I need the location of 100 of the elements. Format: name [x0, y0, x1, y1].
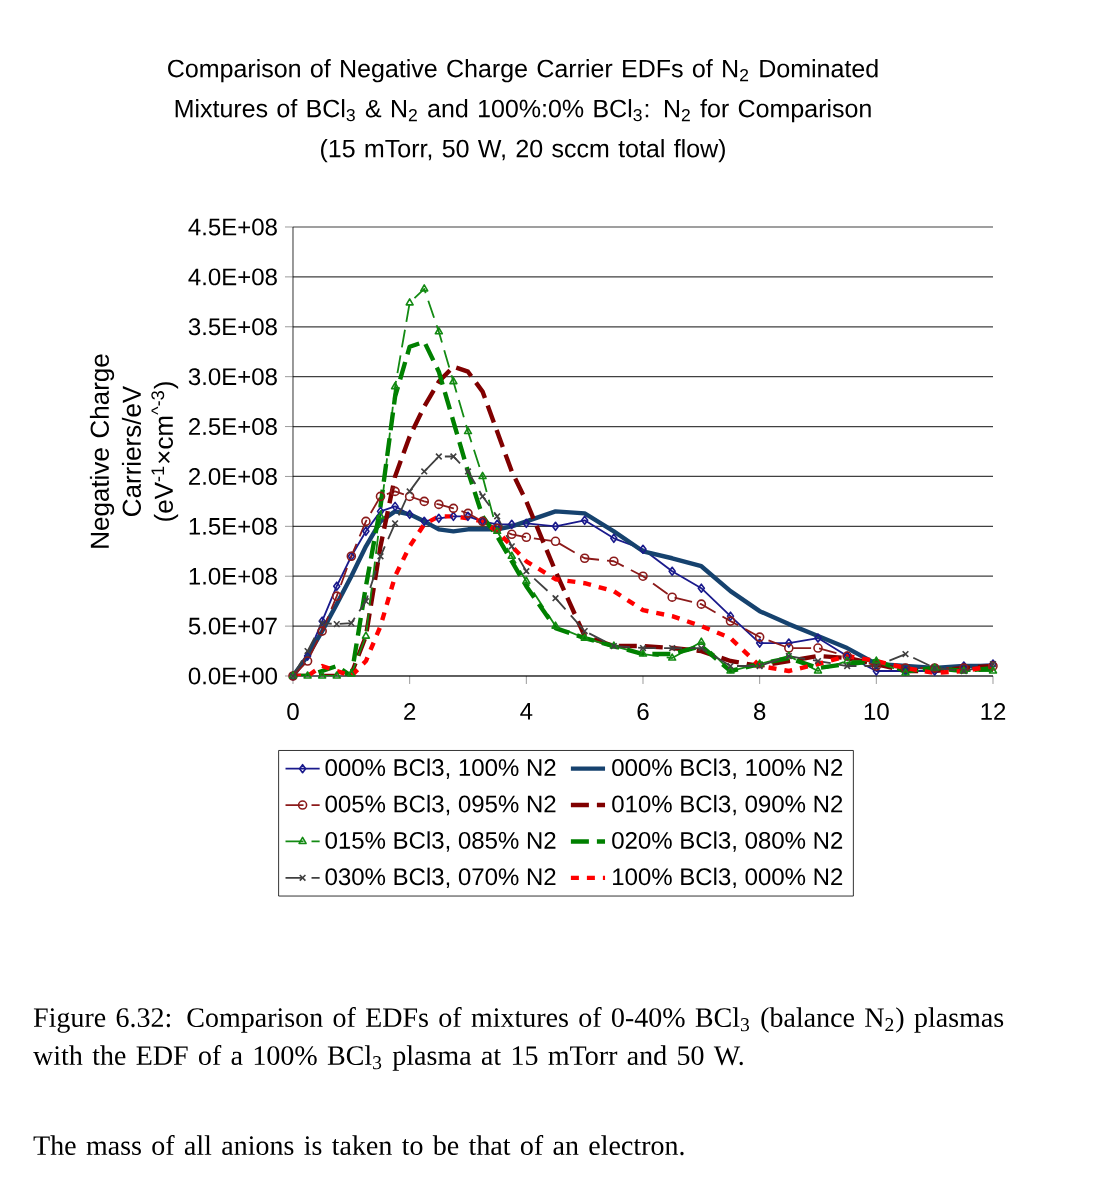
point	[638, 649, 648, 657]
point	[347, 669, 356, 677]
point	[303, 651, 312, 661]
point	[420, 516, 429, 527]
point	[784, 643, 794, 653]
text: Figure 6.32: Comparison of EDFs of mixtures of 0-40% BCl$_{3}$ (balance N$_{2}$) plasmas with the EDF of a 100% BCl$_{3}$ plasma at 15 mTorr and 50 W.	[33, 1007, 1004, 1071]
x-tick-label: 12	[981, 703, 1006, 720]
point	[639, 644, 647, 652]
point	[508, 542, 516, 550]
y-tick-label: 1.0E+08	[189, 567, 277, 585]
y-tick-label: 3.5E+08	[188, 318, 277, 336]
point	[667, 592, 677, 602]
point	[697, 583, 706, 593]
x-tick-label: 10	[864, 703, 889, 721]
point	[609, 556, 619, 567]
point	[639, 544, 647, 555]
point	[463, 426, 473, 435]
y-tick-label: 2.5E+08	[189, 418, 277, 436]
point	[550, 536, 561, 547]
point	[419, 284, 429, 292]
point	[405, 298, 414, 306]
point	[435, 513, 443, 524]
point	[332, 671, 342, 679]
point	[521, 532, 532, 543]
point	[302, 656, 313, 666]
point	[406, 487, 414, 496]
y-tick-label: 3.0E+08	[188, 368, 277, 386]
y-tick-label: 1.5E+08	[189, 517, 277, 535]
point	[375, 491, 386, 502]
point	[551, 521, 560, 532]
point	[842, 656, 852, 664]
point	[391, 501, 399, 512]
point	[610, 533, 618, 544]
point	[303, 671, 312, 679]
point	[448, 503, 459, 514]
point	[376, 511, 385, 520]
point	[726, 666, 735, 674]
x-tick-label: 8	[754, 703, 766, 721]
point	[419, 496, 430, 507]
point	[507, 551, 517, 560]
point	[390, 486, 400, 497]
point	[507, 519, 516, 530]
x-tick-label: 4	[520, 703, 533, 720]
point	[332, 581, 341, 591]
point	[785, 638, 793, 648]
legend-label: 010% BCl3, 090% N2	[612, 794, 843, 816]
point	[814, 633, 822, 643]
point	[522, 567, 530, 575]
point	[814, 657, 822, 665]
point	[754, 632, 765, 642]
point	[813, 666, 823, 674]
legend-label: 000% BCl3, 100% N2	[325, 758, 556, 779]
legend-label: 100% BCl3, 000% N2	[613, 867, 843, 889]
point	[872, 656, 881, 664]
point	[579, 553, 590, 564]
point	[668, 566, 676, 577]
point	[390, 381, 400, 390]
chart-subtitle: (15 mTorr, 50 W, 20 sccm total flow)	[321, 139, 725, 163]
point	[361, 631, 371, 639]
point	[362, 526, 370, 537]
point	[331, 591, 342, 601]
point	[317, 671, 327, 679]
point	[726, 611, 735, 621]
legend-label: 005% BCl3, 095% N2	[325, 794, 556, 816]
legend-label: 030% BCl3, 070% N2	[325, 867, 556, 889]
point	[478, 471, 487, 480]
point	[522, 576, 531, 585]
legend-label: 000% BCl3, 100% N2	[612, 758, 843, 779]
point	[580, 633, 589, 641]
chart-title: Comparison of Negative Charge Carrier EDFs of N$_{2}$ Dominated Mixtures of BCl$_{3}$ & N$_{2}$ and 100%:0% BCl$_{3}$: N$_{2}$ for Comparison	[168, 59, 878, 123]
point	[872, 666, 881, 676]
y-tick-label: 0.0E+00	[188, 667, 277, 685]
point	[522, 518, 531, 529]
point	[317, 626, 327, 636]
y-tick-label: 5.0E+07	[188, 617, 277, 635]
point	[449, 452, 458, 461]
y-tick-label: 4.0E+08	[188, 268, 277, 286]
point	[361, 516, 371, 527]
point	[668, 644, 676, 652]
point	[667, 653, 677, 661]
point	[434, 326, 444, 335]
point	[449, 511, 458, 522]
point	[697, 637, 706, 645]
point	[434, 499, 444, 510]
point	[478, 492, 487, 501]
point	[696, 599, 707, 609]
legend-label: 015% BCl3, 085% N2	[325, 831, 556, 852]
x-tick-label: 0	[287, 703, 299, 721]
point	[755, 638, 764, 648]
point	[580, 515, 589, 526]
legend-label: 020% BCl3, 080% N2	[612, 831, 843, 852]
x-tick-label: 6	[637, 703, 649, 721]
point	[449, 376, 458, 385]
point	[362, 597, 370, 605]
point	[725, 616, 736, 626]
point	[404, 491, 415, 502]
point	[638, 571, 648, 582]
point	[405, 509, 414, 520]
point	[813, 643, 823, 653]
point	[551, 621, 560, 629]
